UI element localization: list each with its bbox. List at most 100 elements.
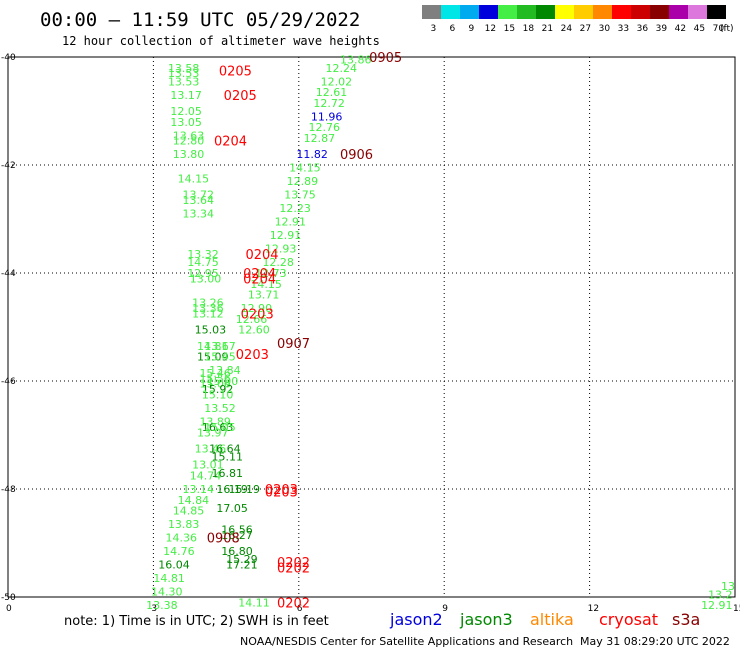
legend-unit: (ft)	[720, 24, 734, 34]
wave-height-point: 14.15	[178, 173, 210, 186]
wave-height-point: 13.14	[182, 483, 214, 496]
wave-height-point: 12.95	[187, 267, 219, 280]
wave-height-point: 13.26	[192, 297, 224, 310]
wave-height-point: 13.53	[168, 67, 200, 80]
wave-height-point: 14.15	[250, 278, 281, 291]
wave-height-point: 15.56	[199, 372, 231, 385]
wave-height-point: 16.63	[202, 421, 234, 434]
wave-height-point: 13.17	[170, 89, 202, 102]
wave-height-point: 14.84	[178, 494, 210, 507]
wave-height-point: 12.91	[701, 599, 733, 612]
x-tick-label: 0	[6, 604, 12, 614]
wave-height-point: 15.03	[195, 324, 227, 337]
pass-label: 0203	[265, 486, 298, 501]
pass-label: 0202	[277, 556, 310, 571]
x-tick-label: 12	[588, 604, 599, 614]
wave-height-point: 12.61	[316, 86, 348, 99]
wave-height-point: 14.81	[153, 572, 185, 585]
wave-height-point: 15.10	[202, 389, 234, 402]
pass-label: 0204	[245, 248, 278, 263]
wave-height-point: 12.66	[236, 313, 268, 326]
wave-height-point: 12.80	[173, 135, 205, 148]
tick-labels: -40 -42 -44 -46 -48 -500 3 6 9 12 15	[1, 53, 740, 614]
pass-label: 0205	[219, 65, 252, 80]
wave-height-point: 12.89	[287, 175, 319, 188]
y-tick-label: -46	[1, 377, 16, 387]
wave-height-point: 12.90	[241, 302, 273, 315]
wave-height-point: 13.05	[170, 116, 202, 129]
legend-bin-label: 9	[469, 24, 475, 34]
legend-bin-label: 6	[450, 24, 456, 34]
pass-labels: 0205020502040204020402040203020302030203…	[207, 51, 402, 611]
wave-height-point: 15.11	[212, 451, 244, 464]
chart-title: 00:00 — 11:59 UTC 05/29/2022	[40, 9, 360, 31]
legend-swatch	[536, 5, 555, 19]
legend-swatch	[441, 5, 460, 19]
wave-height-point: 13.64	[182, 194, 214, 207]
wave-height-point: 15.00	[207, 375, 239, 388]
legend-bin-label: 70	[713, 24, 725, 34]
wave-height-point: 13.58	[168, 62, 200, 75]
legend-swatch	[517, 5, 536, 19]
legend-swatch	[707, 5, 726, 19]
wave-height-point: 13.36	[192, 302, 224, 315]
satellite-legend-entry: cryosat	[599, 610, 658, 629]
legend-swatch	[574, 5, 593, 19]
wave-height-point: 16.80	[221, 545, 253, 558]
pass-label: 0908	[207, 532, 240, 547]
legend-bin-label: 45	[694, 24, 705, 34]
satellite-legend: jason2 jason3 altika cryosat s3a	[389, 610, 700, 629]
pass-label: 0203	[265, 483, 298, 498]
legend-bin-label: 12	[485, 24, 496, 34]
wave-height-point: 12.91	[270, 229, 302, 242]
wave-height-point: 13.2	[708, 588, 733, 601]
legend-bin-label: 33	[618, 24, 629, 34]
x-tick-label: 3	[151, 604, 157, 614]
wave-height-point: 14.85	[173, 505, 205, 518]
wave-height-point: 13.86	[340, 54, 372, 67]
wave-height-point: 11.82	[296, 148, 328, 161]
wave-height-point: 13.89	[199, 416, 231, 429]
legend-swatch	[555, 5, 574, 19]
legend-bin-label: 18	[523, 24, 535, 34]
wave-height-point: 14.30	[151, 586, 183, 599]
pass-label: 0203	[241, 308, 274, 323]
legend-swatch	[422, 5, 441, 19]
legend-swatch	[460, 5, 479, 19]
wave-height-point: 13	[721, 580, 735, 593]
legend-bin-label: 15	[504, 24, 515, 34]
wave-height-point: 14.75	[187, 256, 219, 269]
wave-height-point: 15.29	[226, 553, 258, 566]
legend-swatch	[612, 5, 631, 19]
pass-label: 0906	[340, 148, 373, 163]
pass-label: 0905	[369, 51, 402, 66]
wave-height-point: 15.92	[202, 383, 234, 396]
legend-bin-label: 21	[542, 24, 553, 34]
wave-height-point: 13.01	[192, 459, 224, 472]
wave-height-point: 17.05	[216, 502, 248, 515]
wave-height-point: 13.32	[187, 248, 219, 261]
pass-label: 0204	[243, 267, 276, 282]
y-tick-label: -50	[1, 593, 16, 603]
y-tick-label: -40	[1, 53, 16, 63]
legend-bin-label: 24	[561, 24, 573, 34]
legend-swatch	[498, 5, 517, 19]
color-legend: 3 6 9 12 15 18 21 24 27 30 33 36 39 42 45 70(ft)	[422, 5, 734, 34]
wave-height-point: 12.73	[255, 267, 287, 280]
footer-credit: NOAA/NESDIS Center for Satellite Applica…	[240, 635, 573, 648]
wave-height-point: 13.53	[168, 75, 200, 88]
wave-height-point: 13.84	[209, 364, 241, 377]
wave-height-point: 13.00	[190, 272, 222, 285]
wave-height-point: 16.19	[216, 483, 248, 496]
wave-height-point: 13.34	[182, 208, 214, 221]
wave-height-point: 15.09	[197, 351, 229, 364]
pass-label: 0203	[236, 348, 269, 363]
wave-height-point: 15.19	[229, 483, 260, 496]
wave-height-point: 12.05	[170, 105, 202, 118]
legend-bin-label: 27	[580, 24, 591, 34]
x-tick-label: 9	[442, 604, 448, 614]
legend-swatch	[669, 5, 688, 19]
wave-height-point: 12.28	[262, 256, 294, 269]
wave-height-point: 14.81	[197, 340, 229, 353]
